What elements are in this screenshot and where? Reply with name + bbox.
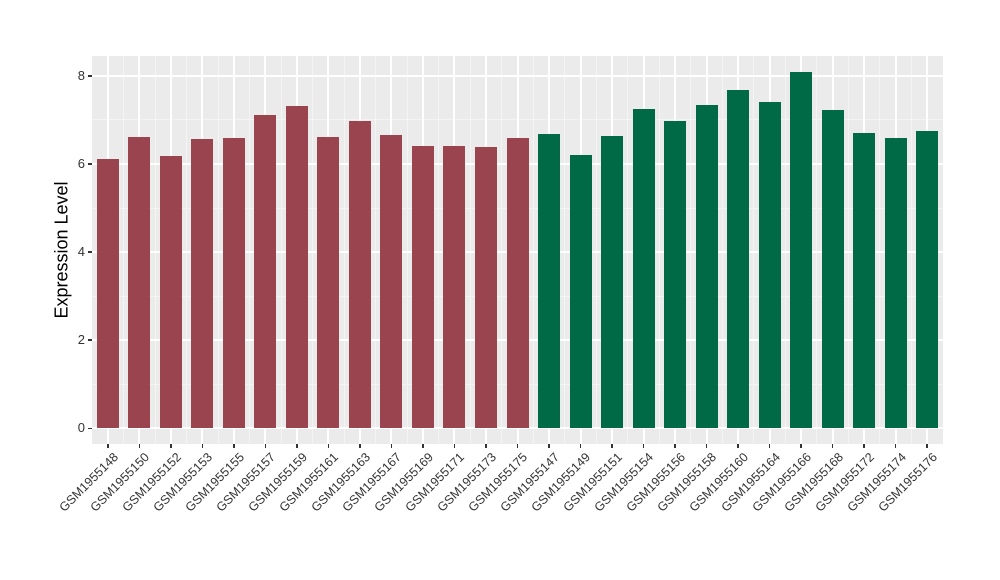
x-axis-tick	[201, 444, 204, 448]
y-axis-tick	[87, 163, 92, 165]
x-axis-tick	[642, 444, 645, 448]
gridline-minor-vertical	[627, 56, 629, 444]
gridline-minor-vertical	[343, 56, 345, 444]
x-axis-tick	[107, 444, 109, 448]
bar	[727, 90, 750, 429]
bar	[380, 134, 403, 429]
gridline-minor-vertical	[690, 56, 692, 444]
x-axis-tick	[768, 444, 771, 448]
x-axis-tick	[926, 444, 928, 448]
bar	[474, 147, 497, 429]
x-axis-tick	[170, 444, 172, 448]
bar	[916, 131, 939, 429]
x-axis-tick	[233, 444, 235, 448]
x-axis-tick	[485, 444, 487, 448]
gridline-minor-vertical	[469, 56, 471, 444]
x-axis-tick	[579, 444, 582, 448]
x-axis-tick	[737, 444, 739, 448]
y-tick-label: 8	[77, 67, 85, 83]
gridline-minor-vertical	[784, 56, 786, 444]
x-axis-tick	[390, 444, 393, 448]
gridline-minor-vertical	[186, 56, 188, 444]
x-axis-tick	[296, 444, 298, 448]
gridline-minor-vertical	[753, 56, 755, 444]
y-axis-tick	[87, 251, 92, 253]
y-axis-tick	[87, 339, 92, 341]
y-tick-label: 2	[77, 332, 85, 348]
bar	[159, 156, 182, 429]
x-axis-tick	[453, 444, 456, 448]
bar	[569, 155, 592, 429]
gridline-minor-vertical	[910, 56, 912, 444]
gridline-minor-vertical	[721, 56, 723, 444]
x-axis-tick	[138, 444, 141, 448]
x-axis-tick	[831, 444, 834, 448]
bar	[632, 109, 655, 429]
x-axis-tick	[863, 444, 865, 448]
bar	[254, 115, 277, 429]
y-tick-label: 6	[77, 155, 85, 171]
gridline-minor-vertical	[249, 56, 251, 444]
bar	[664, 121, 687, 429]
x-axis-tick	[705, 444, 708, 448]
bar	[758, 102, 781, 429]
y-tick-label: 4	[77, 244, 85, 260]
y-axis-tick	[87, 75, 92, 77]
bar	[506, 138, 529, 429]
bar	[443, 146, 466, 429]
bar	[695, 105, 718, 429]
bar	[790, 72, 813, 429]
bar	[853, 132, 876, 429]
gridline-minor-vertical	[847, 56, 849, 444]
x-axis-tick	[359, 444, 361, 448]
bar	[128, 136, 151, 429]
bar	[96, 158, 119, 429]
bar	[348, 121, 371, 429]
bar	[191, 138, 214, 429]
x-axis-tick	[611, 444, 613, 448]
gridline-minor-vertical	[438, 56, 440, 444]
x-axis-tick	[516, 444, 519, 448]
x-axis-tick	[422, 444, 424, 448]
gridline-minor-vertical	[564, 56, 566, 444]
y-axis-tick	[87, 427, 92, 430]
gridline-minor-vertical	[658, 56, 660, 444]
bar	[411, 146, 434, 429]
bar	[884, 138, 907, 429]
y-tick-label: 0	[77, 420, 85, 436]
x-axis-tick	[674, 444, 676, 448]
bar	[821, 110, 844, 429]
bar	[601, 135, 624, 429]
bar	[285, 105, 308, 429]
gridline-minor-vertical	[532, 56, 534, 444]
gridline-minor-vertical	[280, 56, 282, 444]
gridline-minor-vertical	[375, 56, 377, 444]
x-axis-tick	[800, 444, 802, 448]
x-axis-tick	[327, 444, 330, 448]
bar	[317, 137, 340, 429]
gridline-minor-vertical	[406, 56, 408, 444]
x-axis-tick	[894, 444, 897, 448]
gridline-minor-vertical	[879, 56, 881, 444]
gridline-minor-vertical	[816, 56, 818, 444]
bar	[538, 134, 561, 429]
x-axis-tick	[264, 444, 267, 448]
bar	[222, 138, 245, 429]
gridline-minor-vertical	[312, 56, 314, 444]
gridline-minor-vertical	[154, 56, 156, 444]
gridline-minor-vertical	[595, 56, 597, 444]
gridline-minor-vertical	[501, 56, 503, 444]
x-axis-tick	[548, 444, 550, 448]
gridline-minor-vertical	[123, 56, 125, 444]
gridline-minor-vertical	[217, 56, 219, 444]
